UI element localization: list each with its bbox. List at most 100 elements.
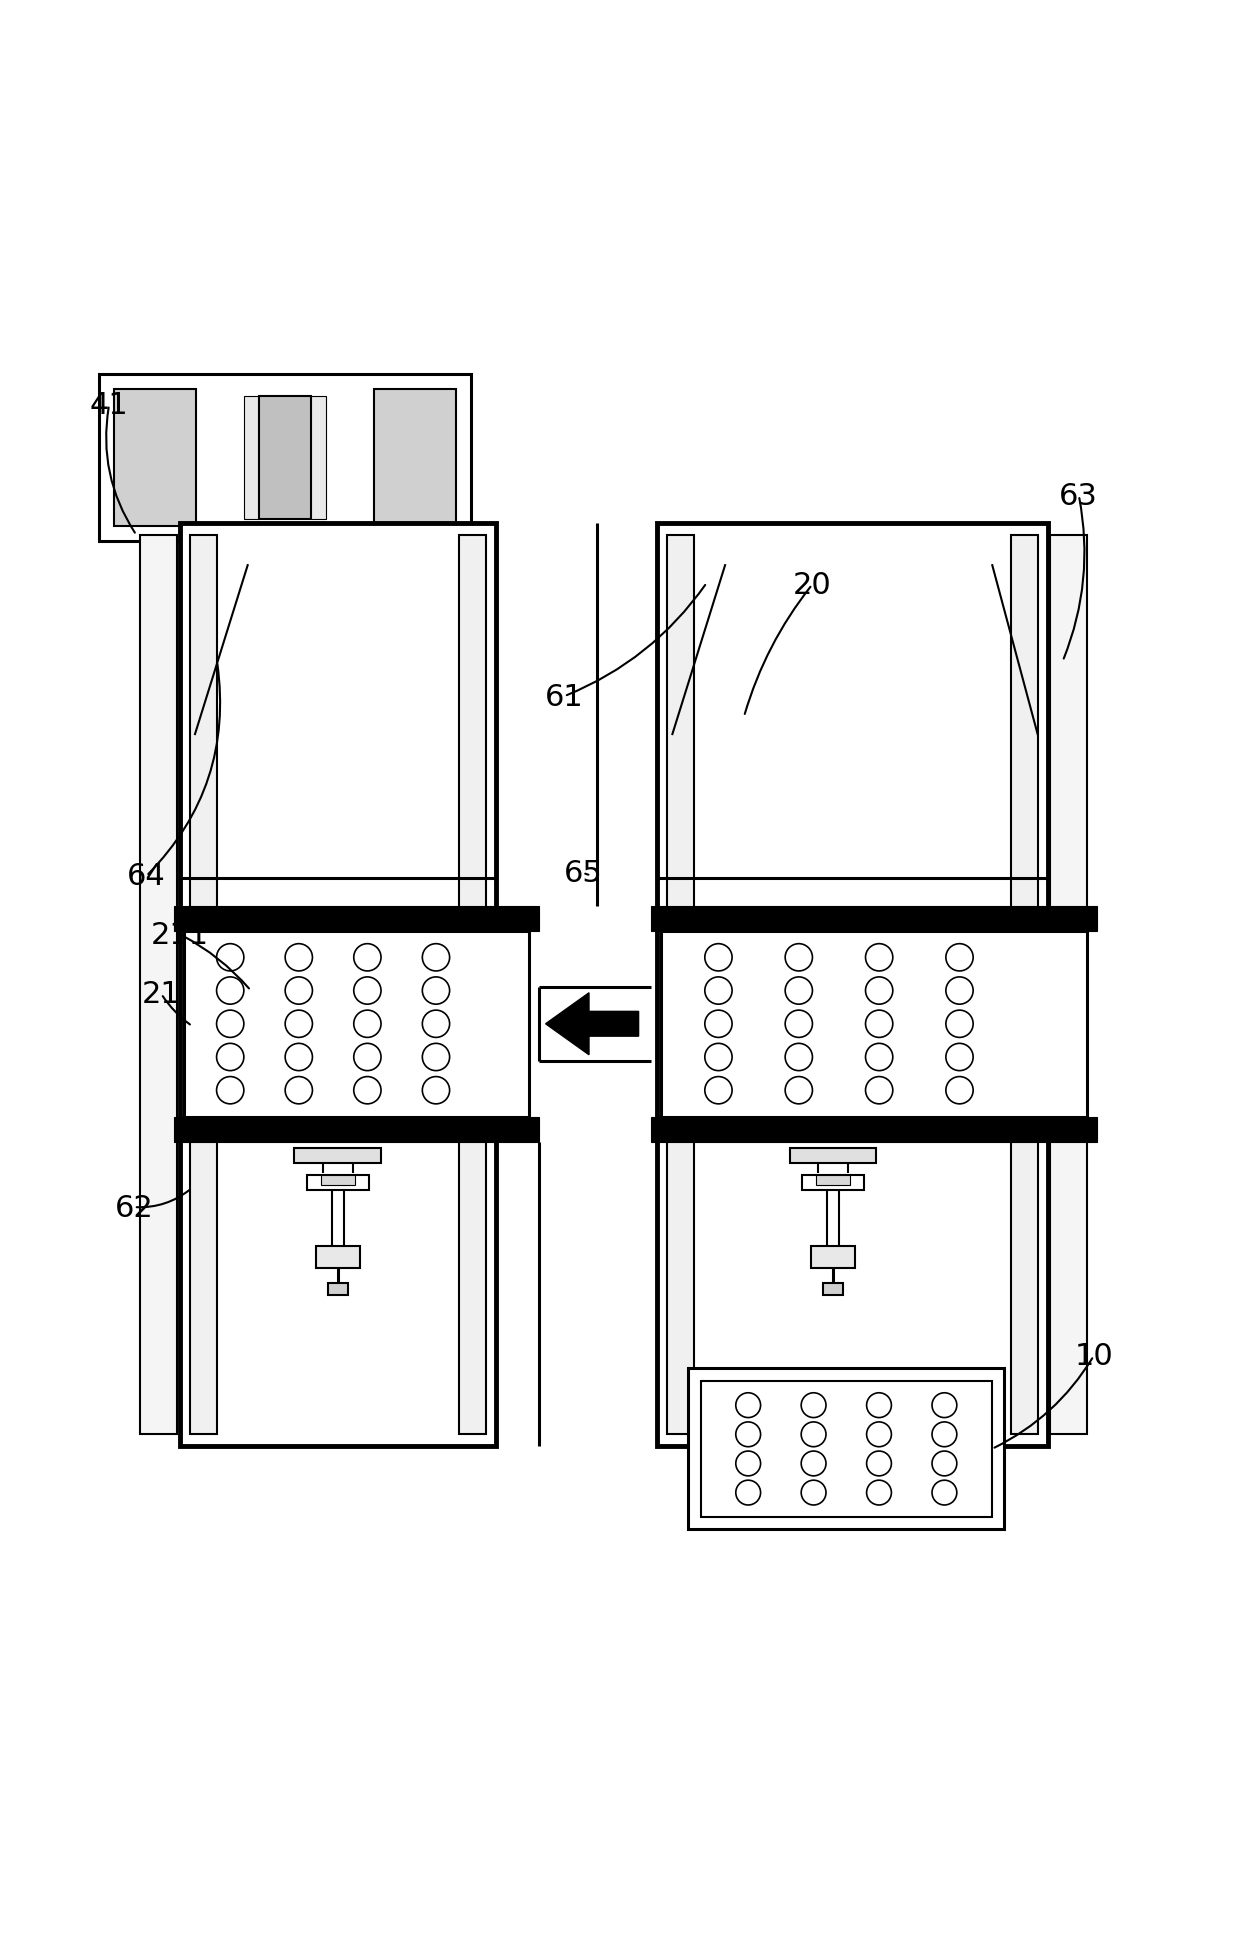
Bar [294,1148,381,1163]
Circle shape [801,1481,826,1505]
Circle shape [946,977,973,1004]
Circle shape [353,944,381,971]
Circle shape [866,1010,893,1037]
Circle shape [867,1392,892,1417]
Bar [311,396,326,520]
Circle shape [285,1076,312,1105]
Bar [1011,535,1038,1435]
Circle shape [285,1010,312,1037]
Bar [802,1175,864,1191]
Circle shape [217,977,244,1004]
Bar [320,1175,355,1185]
Bar [306,1175,370,1191]
Circle shape [423,944,450,971]
Circle shape [704,944,732,971]
Text: 63: 63 [1059,481,1099,510]
Circle shape [866,1076,893,1105]
Text: 64: 64 [126,863,166,892]
Bar [174,1117,539,1142]
Circle shape [735,1450,760,1476]
Text: 41: 41 [89,392,129,421]
Circle shape [946,1043,973,1070]
Bar [661,931,1087,1117]
Circle shape [946,944,973,971]
Circle shape [704,1043,732,1070]
Circle shape [353,977,381,1004]
Circle shape [866,944,893,971]
Circle shape [785,1043,812,1070]
Bar [701,1381,992,1518]
Bar [174,907,539,931]
Circle shape [423,977,450,1004]
Bar [244,396,259,520]
Circle shape [423,1043,450,1070]
Circle shape [735,1421,760,1446]
Circle shape [932,1421,957,1446]
Circle shape [785,944,812,971]
Polygon shape [546,993,639,1055]
Circle shape [801,1450,826,1476]
Circle shape [285,1043,312,1070]
Circle shape [217,1010,244,1037]
Circle shape [801,1392,826,1417]
Circle shape [932,1481,957,1505]
Circle shape [285,944,312,971]
Circle shape [285,977,312,1004]
Circle shape [867,1421,892,1446]
Circle shape [866,1043,893,1070]
Circle shape [867,1481,892,1505]
Circle shape [866,977,893,1004]
Bar [657,524,1048,1446]
Circle shape [867,1450,892,1476]
Circle shape [704,1076,732,1105]
Bar [651,907,1097,931]
Bar [823,1284,843,1295]
Bar [184,931,529,1117]
Circle shape [353,1076,381,1105]
Bar [657,524,1048,878]
Bar [1050,535,1087,1435]
Text: 62: 62 [114,1192,154,1222]
Bar [459,535,486,1435]
Bar [190,535,217,1435]
Bar [651,1117,1097,1142]
Circle shape [946,1076,973,1105]
Bar [180,524,496,1446]
Circle shape [785,1010,812,1037]
Bar [114,390,196,527]
Circle shape [353,1010,381,1037]
Bar [667,535,694,1435]
Bar [816,1175,851,1185]
Text: 61: 61 [544,683,584,712]
Circle shape [217,1043,244,1070]
Circle shape [735,1481,760,1505]
Circle shape [217,1076,244,1105]
Text: 21: 21 [141,979,181,1008]
Bar [180,524,496,878]
Bar [327,1284,347,1295]
Circle shape [353,1043,381,1070]
Circle shape [704,1010,732,1037]
Bar [811,1247,856,1268]
Circle shape [946,1010,973,1037]
Text: 65: 65 [563,859,603,888]
Circle shape [785,1076,812,1105]
Text: 10: 10 [1074,1342,1114,1371]
Circle shape [932,1392,957,1417]
Bar [140,535,177,1435]
Circle shape [423,1076,450,1105]
Circle shape [735,1392,760,1417]
Bar [688,1369,1004,1530]
Text: 20: 20 [792,570,832,599]
Circle shape [932,1450,957,1476]
Bar [315,1247,360,1268]
Circle shape [785,977,812,1004]
Bar [790,1148,877,1163]
Bar [99,374,471,541]
Circle shape [704,977,732,1004]
Circle shape [217,944,244,971]
Bar [259,396,311,520]
Circle shape [801,1421,826,1446]
Text: 211: 211 [151,921,208,950]
Bar [374,390,456,527]
